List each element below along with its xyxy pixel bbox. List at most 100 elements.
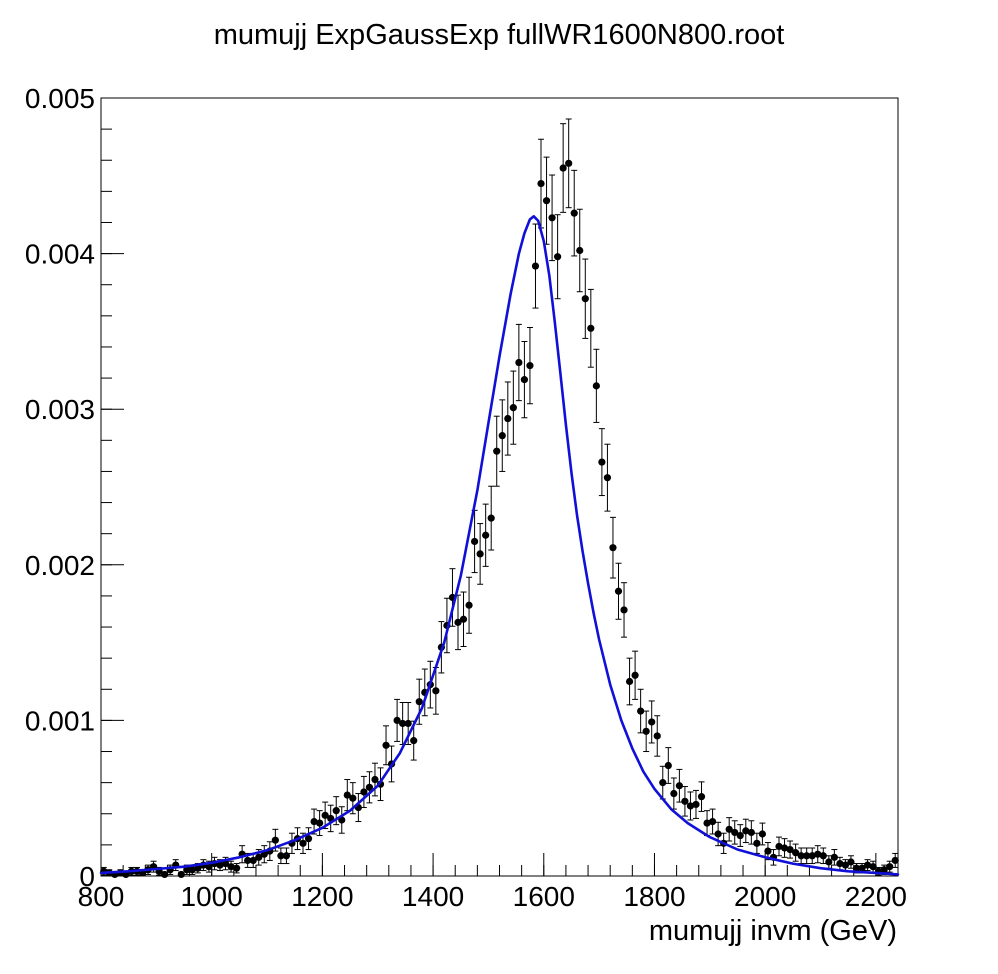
data-point — [570, 209, 578, 217]
data-point — [371, 775, 379, 784]
data-point — [803, 852, 811, 860]
data-point — [548, 214, 556, 222]
data-point — [587, 324, 595, 332]
data-point — [299, 839, 307, 847]
data-point — [515, 358, 523, 367]
y-tick-label: 0.002 — [25, 550, 95, 581]
data-point — [675, 782, 683, 790]
data-point — [631, 671, 639, 679]
x-tick-label: 1600 — [513, 881, 575, 912]
data-point — [255, 853, 263, 861]
data-point — [415, 698, 423, 706]
data-point — [891, 856, 899, 865]
data-point — [282, 852, 291, 860]
y-tick-label: 0.003 — [25, 394, 95, 425]
data-point — [271, 836, 279, 844]
data-point — [692, 800, 700, 809]
data-point — [814, 850, 822, 858]
x-tick-label: 1200 — [291, 881, 353, 912]
data-point — [188, 866, 196, 874]
data-point — [725, 825, 733, 833]
data-point — [581, 295, 589, 303]
data-point — [742, 827, 750, 835]
data-point — [205, 863, 213, 871]
data-point — [747, 828, 755, 837]
x-tick-label: 800 — [78, 881, 125, 912]
data-point — [393, 716, 401, 725]
data-point — [708, 817, 717, 826]
data-point — [343, 791, 351, 799]
data-point — [825, 858, 833, 866]
data-point — [819, 852, 827, 860]
data-point — [764, 847, 772, 855]
data-point — [233, 864, 241, 872]
y-tick-label: 0.004 — [25, 239, 95, 270]
data-point — [183, 866, 191, 874]
data-point — [537, 179, 545, 188]
x-axis-tick-labels: 800 1000 1200 1400 1600 1800 2000 2200 — [78, 881, 907, 912]
x-axis-title: mumujj invm (GeV) — [649, 915, 897, 947]
data-point — [780, 844, 789, 852]
x-tick-label: 1000 — [181, 881, 243, 912]
data-point — [365, 783, 374, 791]
data-point — [786, 845, 794, 854]
data-point — [360, 788, 368, 796]
data-point — [349, 794, 357, 802]
data-point — [681, 797, 689, 805]
data-point — [554, 253, 562, 261]
x-tick-label: 1400 — [402, 881, 464, 912]
data-point — [603, 474, 612, 482]
data-point — [620, 606, 628, 614]
data-point — [432, 687, 440, 695]
data-point — [731, 828, 739, 837]
data-point — [454, 618, 462, 626]
data-point — [592, 382, 600, 390]
data-point — [177, 870, 185, 879]
x-tick-label: 1800 — [623, 881, 685, 912]
data-point — [642, 727, 650, 735]
data-point — [863, 861, 872, 869]
data-point — [559, 164, 567, 172]
data-point — [216, 861, 224, 869]
x-tick-label: 2200 — [845, 881, 907, 912]
data-point — [304, 835, 313, 843]
data-point — [686, 802, 695, 810]
y-tick-label: 0.001 — [25, 705, 95, 736]
data-point — [509, 404, 517, 412]
data-point — [310, 817, 318, 826]
y-tick-label: 0.005 — [25, 83, 95, 114]
data-point — [531, 262, 540, 270]
data-point — [609, 544, 617, 552]
data-point — [161, 870, 169, 879]
data-point — [410, 737, 418, 745]
data-point — [847, 858, 855, 866]
data-point — [227, 863, 235, 871]
data-point — [565, 159, 573, 167]
data-point — [614, 587, 623, 595]
data-point — [792, 849, 800, 857]
data-point — [542, 197, 551, 205]
data-point — [880, 866, 888, 874]
y-tick-label: 0 — [79, 861, 95, 892]
data-point — [194, 864, 202, 872]
data-point — [670, 789, 678, 798]
data-point — [758, 830, 766, 838]
y-axis-tick-labels: 0 0.001 0.002 0.003 0.004 0.005 — [25, 83, 95, 892]
data-point — [637, 707, 645, 715]
data-point — [382, 741, 390, 749]
data-point — [703, 819, 711, 827]
data-point — [841, 861, 850, 869]
data-point — [714, 830, 722, 838]
data-point — [836, 859, 844, 868]
data-point — [316, 819, 324, 827]
data-point — [498, 432, 506, 440]
data-point — [244, 856, 252, 865]
data-point — [852, 864, 861, 872]
data-point — [625, 677, 634, 686]
data-point — [886, 863, 894, 871]
data-point — [736, 831, 744, 840]
data-point — [808, 852, 816, 860]
data-point — [321, 811, 329, 819]
x-tick-label: 2000 — [734, 881, 796, 912]
